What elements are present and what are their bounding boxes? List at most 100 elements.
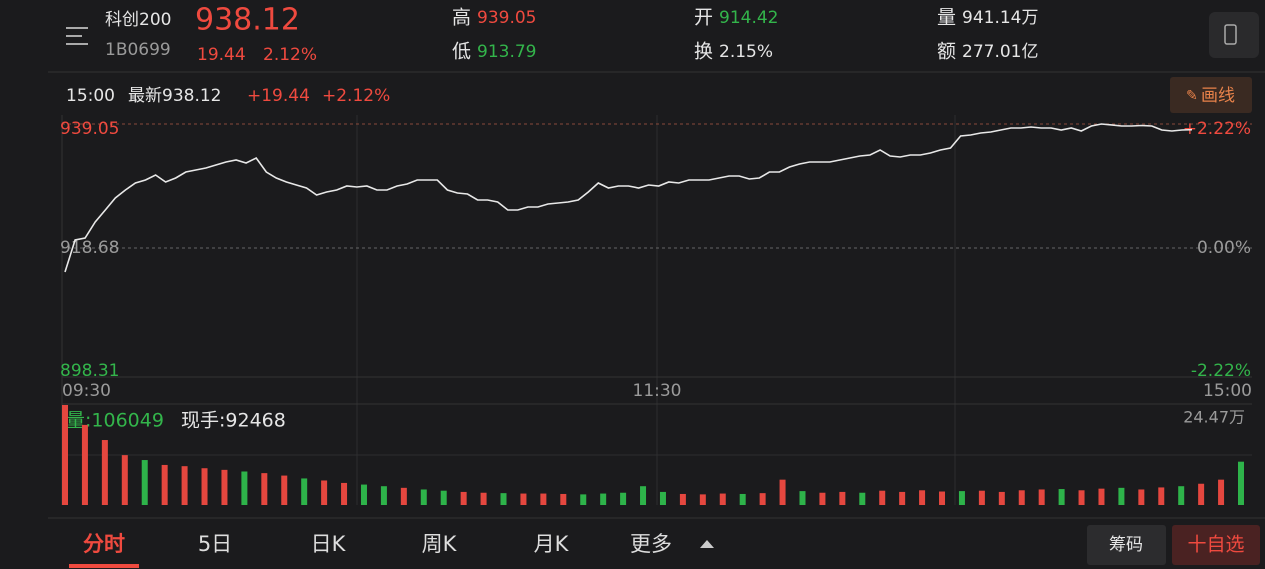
chart-area: 939.05 +2.22% 918.68 0.00% 898.31 -2.22% 09:30… <box>60 115 1252 505</box>
amount: 277.01亿 <box>962 42 1038 62</box>
volume-bar <box>620 492 627 505</box>
volume-bar <box>201 468 208 505</box>
time-label: 15:00 <box>1203 381 1252 401</box>
time-label: 11:30 <box>633 381 682 401</box>
volume-bar <box>181 466 188 505</box>
tab[interactable]: 5日 <box>198 532 232 556</box>
volume-bar <box>281 475 288 505</box>
low-label: 低 <box>452 41 471 63</box>
volume-bar <box>500 493 507 505</box>
tab[interactable]: 月K <box>534 532 570 556</box>
volume-bar <box>1018 490 1025 505</box>
turnover-label: 换 <box>694 41 713 63</box>
change: 19.44 <box>197 45 246 65</box>
volume-bar <box>321 480 328 505</box>
volume-bar <box>839 491 846 505</box>
volume-bar <box>978 490 985 505</box>
volume-bar <box>659 491 666 505</box>
volume-bar <box>1158 487 1165 505</box>
volume-bar <box>141 460 148 505</box>
volume-bar <box>380 486 387 505</box>
tab[interactable]: 周K <box>422 532 458 556</box>
volume-bar <box>480 492 487 505</box>
info-time: 15:00 <box>66 86 115 106</box>
volume-bar <box>759 493 766 505</box>
volume-bar <box>679 493 686 505</box>
menu-icon[interactable] <box>66 27 88 45</box>
amount-label: 额 <box>937 41 956 63</box>
volume-bar <box>739 493 746 505</box>
volume-bar <box>360 484 367 505</box>
open: 914.42 <box>719 8 778 28</box>
volume-bar <box>221 469 228 505</box>
volume-bar <box>341 482 348 505</box>
volume-bar <box>1098 488 1105 505</box>
volume-bar <box>301 478 308 505</box>
volume-bar <box>81 424 88 505</box>
volume-bar <box>420 489 427 505</box>
change-pct: 2.12% <box>263 45 317 65</box>
volume: 941.14万 <box>962 8 1038 28</box>
tab[interactable]: 分时 <box>83 532 125 556</box>
info-change-pct: +2.12% <box>322 86 390 106</box>
info-change: +19.44 <box>247 86 310 106</box>
volume-bar <box>161 464 168 505</box>
phone-icon <box>1224 24 1237 45</box>
volume-bar <box>261 473 268 505</box>
high: 939.05 <box>477 8 536 28</box>
volume-bar <box>1118 487 1125 505</box>
volume-bar <box>859 492 866 505</box>
volume-bar <box>460 491 467 505</box>
pct-label: +2.22% <box>1183 119 1251 139</box>
watch-label: 十自选 <box>1187 534 1244 556</box>
volume-bar <box>939 491 946 505</box>
chips-button[interactable] <box>1087 525 1166 565</box>
volume-bar <box>560 493 567 505</box>
tab[interactable]: 日K <box>311 532 347 556</box>
volume-bar <box>879 490 886 505</box>
watch-button[interactable] <box>1172 525 1260 565</box>
volume-bar <box>580 494 587 505</box>
price-line <box>64 123 1193 273</box>
tab[interactable]: 更多 <box>630 532 672 556</box>
volume-bar <box>899 491 906 505</box>
volume-bar <box>1058 489 1065 505</box>
volume-bar <box>1178 486 1185 505</box>
volume-bar <box>600 493 607 505</box>
volume-bar <box>779 479 786 505</box>
open-label: 开 <box>694 7 713 29</box>
more-arrow[interactable] <box>700 540 714 548</box>
info-latest: 最新938.12 <box>128 86 221 106</box>
volume-tick-label: 24.47万 <box>1183 408 1245 427</box>
high-label: 高 <box>452 7 471 29</box>
volume-bar <box>1038 489 1045 505</box>
chips-label: 筹码 <box>1109 535 1143 555</box>
volume-label: 量:106049 <box>66 410 164 432</box>
volume-bar <box>62 405 68 505</box>
landscape-button[interactable] <box>1209 12 1259 58</box>
volume-bar <box>121 455 128 505</box>
volume-bar <box>440 490 447 505</box>
price-tick-label: 898.31 <box>60 361 119 381</box>
index-name: 科创200 <box>105 10 171 30</box>
turnover: 2.15% <box>719 42 773 62</box>
time-label: 09:30 <box>62 381 111 401</box>
draw-button[interactable] <box>1170 77 1252 113</box>
volume-bar <box>1198 483 1205 505</box>
code: 1B0699 <box>105 40 171 60</box>
volume-bar <box>1218 479 1225 505</box>
volume-bar <box>958 491 965 505</box>
pen-icon: ✎ <box>1186 88 1198 104</box>
volume-bar <box>1138 489 1145 505</box>
draw-button-label: 画线 <box>1201 86 1235 106</box>
pct-label: 0.00% <box>1197 238 1251 258</box>
volume-bar <box>919 490 926 505</box>
volume-bar <box>1238 461 1244 505</box>
hand-label: 现手:92468 <box>181 410 286 432</box>
volume-bar <box>998 491 1005 505</box>
volume-bar <box>540 493 547 505</box>
volume-bar <box>101 440 108 505</box>
volume-bar <box>819 492 826 505</box>
low: 913.79 <box>477 42 536 62</box>
